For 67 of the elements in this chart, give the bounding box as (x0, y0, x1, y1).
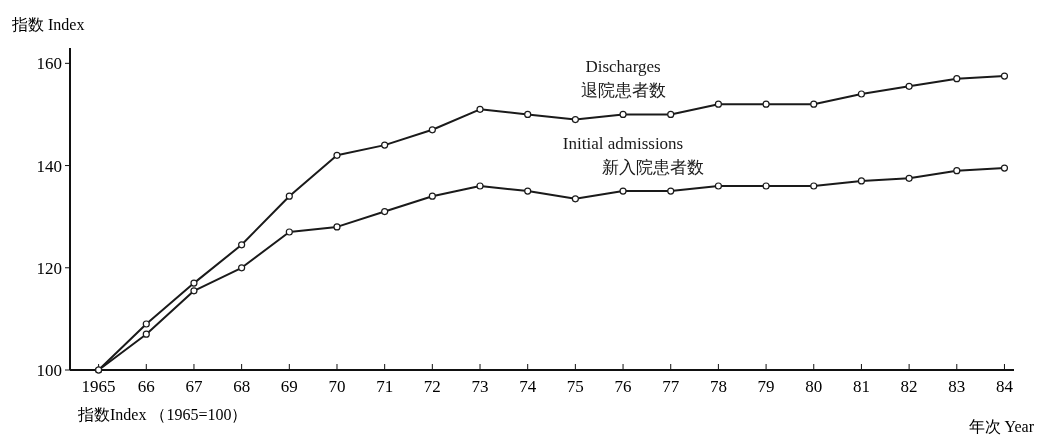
point (714, 100, 722, 108)
point (571, 115, 579, 124)
point (428, 192, 436, 200)
point (762, 182, 770, 190)
y-tick-label: 160 (36, 54, 62, 74)
point (238, 241, 246, 249)
x-tick-label: 67 (185, 377, 203, 396)
x-tick-label: 76 (614, 377, 632, 396)
x-tick-label: 84 (995, 377, 1014, 396)
point (1000, 164, 1009, 172)
point (571, 195, 579, 203)
y-tick-label: 120 (36, 258, 62, 278)
point (857, 177, 866, 185)
point (953, 75, 961, 83)
y-tick-label: 100 (36, 360, 62, 380)
point (619, 110, 627, 119)
point (524, 110, 532, 119)
series-label: Discharges 退院患者数 (580, 57, 666, 101)
series-label: Initial admissions 新入院患者数 (562, 134, 705, 178)
point (810, 182, 818, 190)
x-tick-label: 82 (900, 377, 918, 396)
x-tick-label: 81 (852, 377, 870, 396)
x-tick-label: 75 (566, 377, 584, 396)
point (857, 90, 866, 98)
x-axis-title: 年次 Year (968, 418, 1035, 435)
point (285, 228, 293, 236)
point (190, 287, 198, 295)
point (428, 126, 436, 134)
point (476, 105, 484, 113)
x-tick-label: 68 (233, 377, 251, 396)
point (810, 100, 818, 108)
x-tick-label: 69 (280, 377, 298, 396)
x-tick-label: 79 (757, 377, 775, 396)
point (905, 82, 913, 90)
x-tick-label: 71 (376, 377, 394, 396)
point (285, 192, 293, 200)
point (381, 141, 389, 149)
point (953, 167, 961, 175)
point (667, 187, 675, 195)
x-tick-label: 83 (948, 377, 966, 396)
point (142, 330, 150, 338)
x-tick-label: 77 (662, 377, 680, 396)
point (619, 187, 627, 195)
point (476, 182, 484, 190)
point (905, 174, 913, 182)
x-tick-label: 78 (709, 377, 727, 396)
x-tick-label: 66 (137, 377, 155, 396)
point (667, 110, 675, 119)
point (238, 264, 246, 272)
point (762, 100, 770, 108)
y-tick-label: 140 (36, 156, 62, 176)
x-tick-label: 72 (423, 377, 441, 396)
x-tick-label: 74 (519, 377, 537, 396)
point (142, 320, 150, 328)
point (1000, 72, 1009, 80)
point (333, 151, 341, 159)
y-axis-title: 指数 Index (11, 16, 85, 33)
x-tick-label: 73 (471, 377, 489, 396)
x-tick-label: 70 (328, 377, 346, 396)
point (190, 279, 198, 287)
point (333, 223, 341, 231)
point (714, 182, 722, 190)
point (381, 207, 389, 216)
point (524, 187, 532, 195)
text: 指数Index （1965=100） (77, 406, 248, 423)
x-tick-label: 1965 (81, 377, 116, 396)
x-tick-label: 80 (805, 377, 823, 396)
